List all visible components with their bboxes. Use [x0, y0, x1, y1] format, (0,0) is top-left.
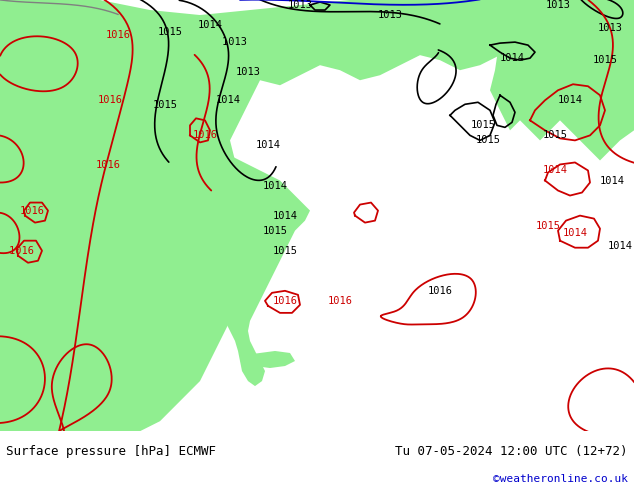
Text: 1013: 1013 — [235, 67, 261, 77]
Text: 1015: 1015 — [476, 135, 500, 146]
Text: 1014: 1014 — [216, 95, 240, 105]
Polygon shape — [0, 0, 260, 431]
Polygon shape — [490, 0, 634, 160]
Text: 1016: 1016 — [96, 160, 120, 171]
Text: 1015: 1015 — [273, 245, 297, 256]
Text: 1016: 1016 — [10, 245, 41, 256]
Text: 1013: 1013 — [223, 37, 254, 47]
Text: 1014: 1014 — [500, 53, 524, 63]
Polygon shape — [195, 150, 310, 386]
Text: ©weatheronline.co.uk: ©weatheronline.co.uk — [493, 474, 628, 485]
Text: 1015: 1015 — [153, 100, 178, 110]
Text: 1014: 1014 — [543, 166, 567, 175]
Text: Surface pressure [hPa] ECMWF: Surface pressure [hPa] ECMWF — [6, 445, 216, 458]
Polygon shape — [240, 351, 295, 368]
Text: 1013: 1013 — [545, 0, 571, 10]
Text: 1014: 1014 — [562, 228, 588, 238]
Text: 1015: 1015 — [536, 220, 560, 231]
Text: 1016: 1016 — [427, 286, 453, 296]
Text: 1016: 1016 — [98, 95, 122, 105]
Text: 1015: 1015 — [262, 225, 287, 236]
Text: 1014: 1014 — [256, 141, 280, 150]
Text: 1014: 1014 — [607, 241, 633, 251]
Text: 1014: 1014 — [198, 20, 223, 30]
Text: 1013: 1013 — [597, 23, 623, 33]
Text: 1015: 1015 — [543, 130, 567, 140]
Polygon shape — [0, 0, 634, 121]
Text: 1016: 1016 — [20, 206, 44, 216]
Text: 1016: 1016 — [328, 296, 353, 306]
Text: 1015: 1015 — [470, 121, 496, 130]
Text: 1013: 1013 — [377, 10, 403, 20]
Text: Tu 07-05-2024 12:00 UTC (12+72): Tu 07-05-2024 12:00 UTC (12+72) — [395, 445, 628, 458]
Text: 1013: 1013 — [287, 0, 313, 10]
Text: 1015: 1015 — [593, 55, 618, 65]
Text: 1014: 1014 — [262, 180, 287, 191]
Text: 1014: 1014 — [273, 211, 297, 220]
Text: 1016: 1016 — [105, 30, 131, 40]
Text: 1016: 1016 — [273, 296, 297, 306]
Text: 1014: 1014 — [600, 175, 624, 186]
Text: 1016: 1016 — [193, 130, 217, 140]
Text: 1015: 1015 — [157, 27, 183, 37]
Text: 1014: 1014 — [557, 95, 583, 105]
